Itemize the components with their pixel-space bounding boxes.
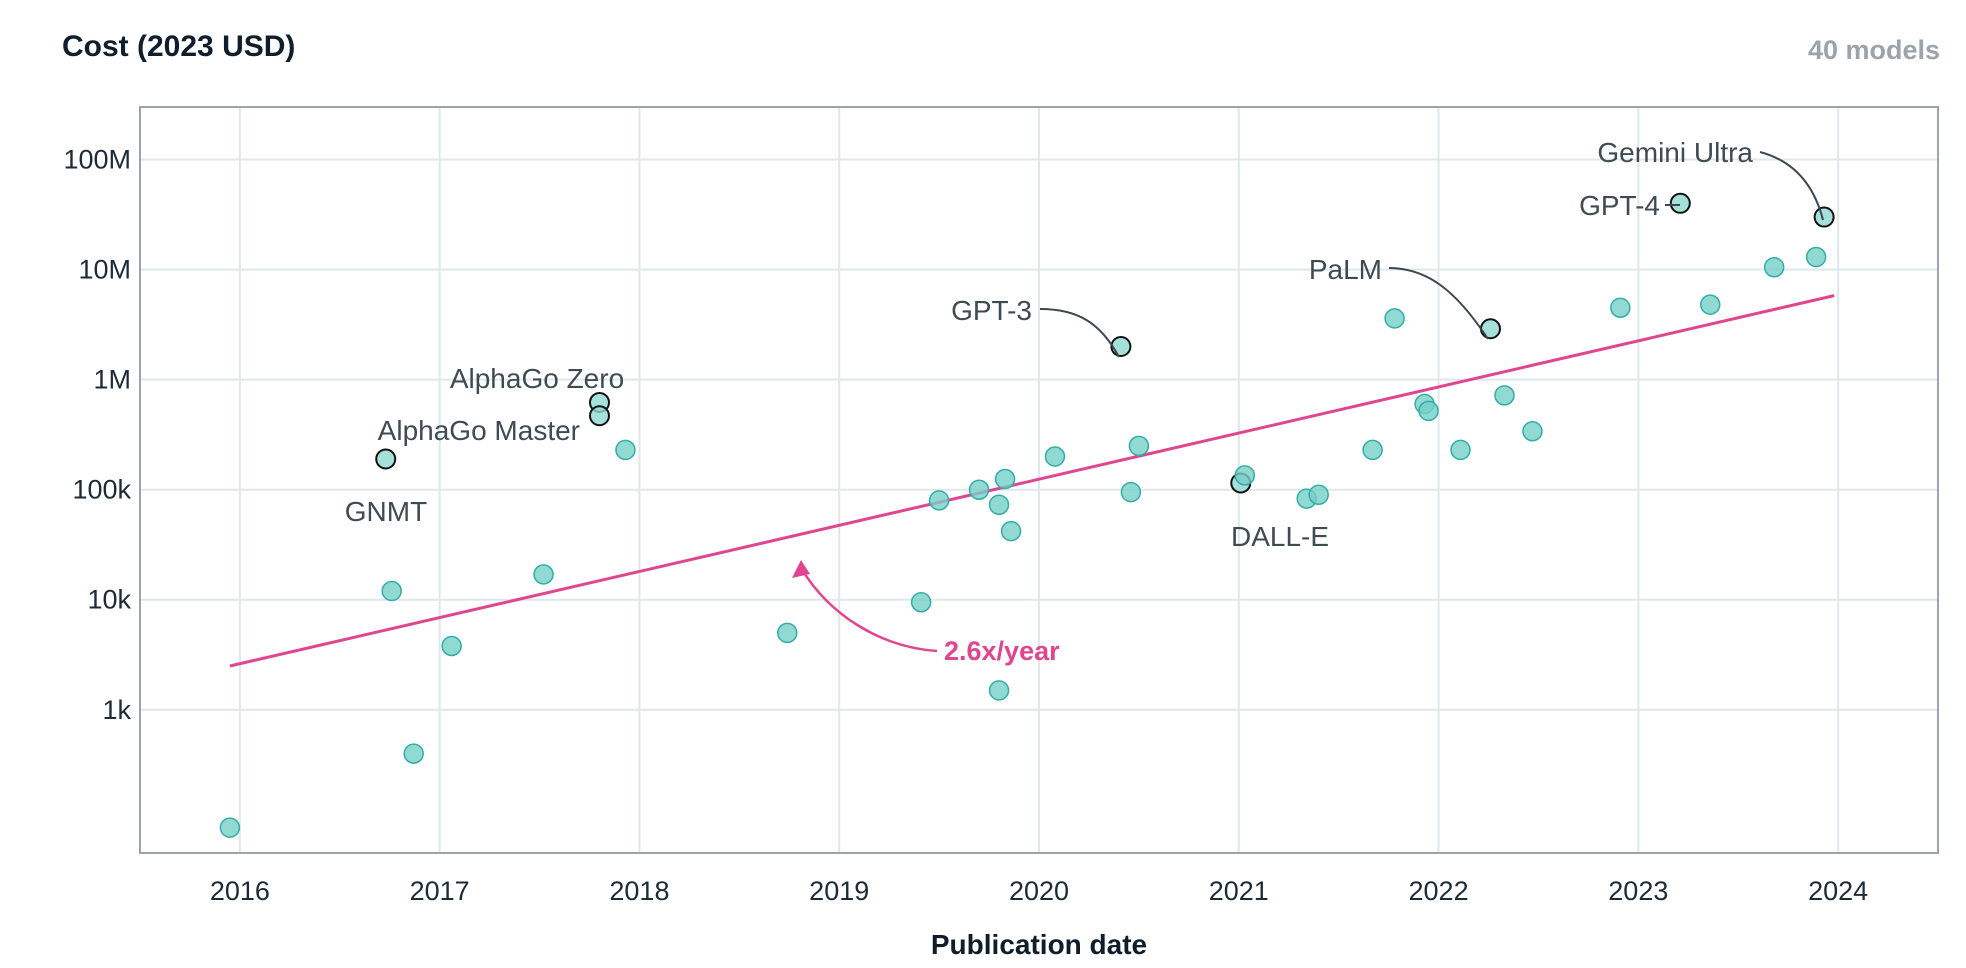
y-tick-label: 1k — [102, 695, 131, 725]
highlighted-data-point[interactable] — [1813, 206, 1835, 228]
data-point[interactable] — [615, 439, 636, 461]
data-point[interactable] — [994, 468, 1016, 490]
data-point[interactable] — [1700, 294, 1721, 315]
data-point[interactable] — [910, 591, 932, 613]
x-tick-label: 2021 — [1209, 876, 1269, 906]
chart-title: Cost (2023 USD) — [62, 30, 295, 63]
gpt3-leader — [1039, 308, 1120, 358]
x-tick-label: 2023 — [1608, 876, 1668, 906]
grid-lines — [139, 106, 1939, 854]
data-point[interactable] — [1120, 481, 1142, 503]
highlighted-data-point[interactable] — [1110, 335, 1132, 357]
data-point[interactable] — [988, 494, 1010, 515]
x-axis-title: Publication date — [931, 929, 1147, 960]
data-point[interactable] — [1128, 435, 1150, 457]
data-point[interactable] — [1234, 465, 1256, 486]
annotation-label: DALL-E — [1231, 521, 1329, 552]
x-tick-label: 2022 — [1409, 876, 1469, 906]
annotation-label: AlphaGo Master — [378, 415, 580, 446]
y-tick-label: 100M — [63, 145, 131, 175]
y-tick-label: 1M — [93, 365, 131, 395]
data-point[interactable] — [1522, 420, 1543, 442]
gemini-ultra-leader — [1759, 151, 1824, 221]
data-point[interactable] — [1494, 385, 1515, 406]
annotation-label: GPT-4 — [1579, 190, 1660, 221]
annotation-label: AlphaGo Zero — [450, 363, 624, 394]
x-tick-label: 2018 — [609, 876, 669, 906]
model-count: 40 models — [1808, 35, 1940, 65]
highlighted-data-point[interactable] — [1669, 192, 1691, 214]
annotation-label: GPT-3 — [951, 295, 1032, 326]
data-point[interactable] — [403, 743, 424, 764]
y-tick-label: 10k — [87, 585, 131, 615]
highlighted-data-point[interactable] — [588, 405, 610, 427]
data-point[interactable] — [533, 564, 554, 585]
palm-leader — [1388, 267, 1489, 340]
trend-label: 2.6x/year — [944, 636, 1060, 666]
data-point[interactable] — [1044, 446, 1066, 467]
data-point[interactable] — [1000, 520, 1022, 542]
data-point[interactable] — [441, 635, 462, 657]
trend-arrowhead — [792, 560, 810, 578]
trend-layer — [229, 294, 1835, 668]
highlighted-data-point[interactable] — [1479, 318, 1501, 340]
data-point[interactable] — [1308, 484, 1329, 505]
trend-line — [229, 294, 1835, 668]
data-point[interactable] — [1610, 297, 1631, 318]
annotation-layer: GNMT AlphaGo Master AlphaGo Zero GPT-3 D… — [345, 137, 1824, 666]
x-tick-label: 2016 — [210, 876, 270, 906]
y-tick-label: 100k — [72, 475, 131, 505]
x-tick-label: 2019 — [809, 876, 869, 906]
data-point[interactable] — [1763, 256, 1785, 278]
data-point[interactable] — [1362, 439, 1383, 461]
data-point[interactable] — [928, 490, 950, 511]
highlighted-data-point[interactable] — [375, 448, 397, 470]
x-tick-label: 2020 — [1009, 876, 1069, 906]
data-point[interactable] — [1418, 400, 1439, 422]
annotation-label: PaLM — [1309, 254, 1382, 285]
x-tick-label: 2017 — [410, 876, 470, 906]
data-point[interactable] — [968, 479, 990, 500]
axis-layer: Publication date 2016 2017 2018 2019 2020 202… — [63, 145, 1868, 960]
data-points — [219, 192, 1835, 838]
plot-frame — [139, 106, 1939, 854]
data-point[interactable] — [1805, 246, 1827, 268]
annotation-label: GNMT — [345, 496, 427, 527]
annotation-label: Gemini Ultra — [1597, 137, 1753, 168]
data-point[interactable] — [988, 680, 1010, 701]
trend-arrow — [799, 567, 938, 653]
y-tick-label: 10M — [78, 255, 131, 285]
data-point[interactable] — [219, 817, 241, 838]
data-point[interactable] — [1384, 308, 1405, 329]
data-point[interactable] — [381, 580, 402, 602]
x-tick-label: 2024 — [1808, 876, 1868, 906]
data-point[interactable] — [1450, 439, 1471, 461]
data-point[interactable] — [777, 622, 798, 644]
